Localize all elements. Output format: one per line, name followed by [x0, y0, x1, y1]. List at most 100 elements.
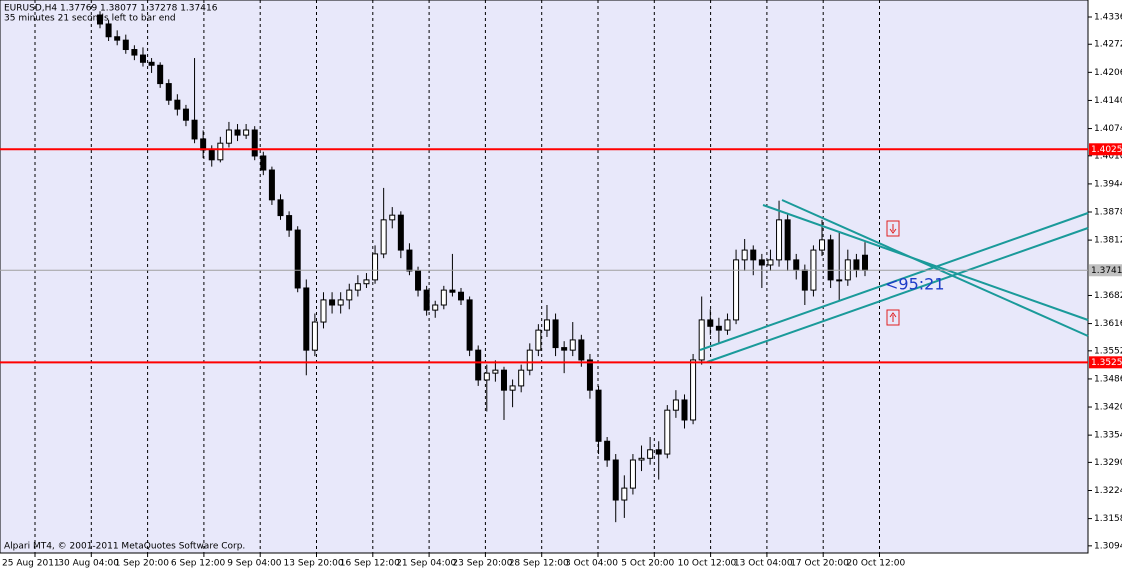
candle-body — [182, 108, 189, 121]
candle-body — [492, 369, 499, 374]
y-tick-label: 1.42064 — [1094, 68, 1122, 78]
candle-body — [372, 253, 379, 281]
candle-body — [664, 409, 671, 455]
candle-body — [604, 440, 611, 461]
candle-body — [122, 39, 129, 51]
candle-body — [329, 299, 336, 306]
candle-body — [518, 369, 525, 387]
candle-body — [397, 214, 404, 251]
y-tick-label: 1.34864 — [1094, 374, 1122, 384]
timer-label: <95:21 — [885, 275, 945, 294]
candle-body — [303, 287, 310, 351]
candle-body — [311, 321, 318, 351]
candle-body — [672, 399, 679, 411]
candle-body — [543, 319, 550, 331]
candle-body — [380, 219, 387, 255]
candle-body — [836, 279, 843, 282]
candle-body — [114, 36, 121, 41]
candle-body — [148, 61, 155, 66]
candle-body — [286, 215, 293, 231]
candle-body — [458, 291, 465, 301]
candle-body — [225, 129, 232, 144]
candle-body — [853, 259, 860, 271]
candle-body — [475, 349, 482, 381]
level-label: 1.40257 — [1091, 145, 1122, 155]
x-tick-label: 25 Aug 2011 — [2, 559, 60, 569]
candle-body — [243, 129, 250, 136]
x-tick-label: 3 Oct 04:00 — [565, 559, 618, 569]
x-tick-label: 16 Sep 12:00 — [340, 559, 400, 569]
candle-body — [500, 369, 507, 391]
candle-body — [251, 129, 258, 157]
candle-body — [733, 259, 740, 321]
candle-body — [767, 259, 774, 266]
x-tick-label: 1 Sep 20:00 — [115, 559, 170, 569]
y-tick-label: 1.34204 — [1094, 403, 1122, 413]
x-tick-label: 9 Sep 04:00 — [227, 559, 282, 569]
last-price-box — [1089, 264, 1122, 277]
candle-body — [139, 54, 146, 63]
y-tick-label: 1.36824 — [1094, 291, 1122, 301]
candle-body — [690, 359, 697, 421]
y-tick-label: 1.40744 — [1094, 124, 1122, 134]
y-tick-label: 1.35524 — [1094, 346, 1122, 356]
candle-body — [346, 289, 353, 301]
up-arrow-box — [886, 309, 900, 326]
candle-body — [612, 459, 619, 501]
y-tick-label: 1.31584 — [1094, 514, 1122, 524]
x-tick-label: 10 Oct 12:00 — [678, 559, 737, 569]
candle-body — [105, 23, 112, 38]
candle-body — [621, 487, 628, 501]
y-tick-label: 1.38784 — [1094, 208, 1122, 218]
candle-body — [165, 83, 172, 101]
candle-body — [707, 319, 714, 327]
down-arrow — [889, 224, 897, 234]
signal-arrows — [886, 220, 900, 326]
candle-body — [698, 319, 705, 361]
candle-body — [681, 399, 688, 421]
trend-lines — [699, 199, 1089, 363]
candle-body — [647, 449, 654, 459]
candle-body — [629, 459, 636, 489]
candle-body — [552, 319, 559, 349]
candle-body — [294, 229, 301, 289]
candle-body — [862, 254, 868, 271]
down-arrow-box — [886, 220, 900, 237]
candle-body — [655, 449, 662, 455]
candle-body — [638, 457, 645, 461]
candle-body — [578, 339, 585, 361]
x-tick-label: 28 Sep 12:00 — [509, 559, 569, 569]
candle-body — [260, 155, 267, 171]
x-tick-label: 13 Sep 20:00 — [284, 559, 344, 569]
candle-body — [174, 99, 181, 110]
candle-body — [801, 269, 808, 291]
candle-body — [97, 14, 103, 25]
x-tick-label: 6 Sep 12:00 — [171, 559, 226, 569]
level-label-box — [1089, 356, 1122, 369]
level-label: 1.35254 — [1091, 358, 1122, 368]
last-price-label: 1.37416 — [1091, 266, 1122, 276]
candle-body — [724, 319, 731, 331]
candle-body — [776, 219, 783, 261]
x-tick-label: 13 Oct 04:00 — [734, 559, 793, 569]
candle-body — [363, 279, 370, 285]
y-tick-label: 1.32904 — [1094, 458, 1122, 468]
candle-body — [526, 349, 533, 371]
x-tick-label: 20 Oct 12:00 — [847, 559, 906, 569]
candle-body — [466, 299, 473, 351]
candle-body — [483, 372, 490, 381]
candle-body — [569, 339, 576, 351]
trend-line — [706, 227, 1089, 363]
candle-body — [509, 385, 516, 391]
candle-body — [741, 249, 748, 261]
candle-body — [208, 149, 215, 161]
candle-body — [320, 299, 327, 323]
candle-body — [131, 49, 138, 56]
x-tick-label: 5 Oct 20:00 — [621, 559, 674, 569]
x-tick-label: 23 Sep 20:00 — [452, 559, 512, 569]
candle-body — [157, 64, 164, 85]
chart-subtitle: 35 minutes 21 seconds left to bar end — [4, 14, 176, 24]
y-tick-label: 1.42724 — [1094, 40, 1122, 50]
y-tick-label: 1.33544 — [1094, 431, 1122, 441]
